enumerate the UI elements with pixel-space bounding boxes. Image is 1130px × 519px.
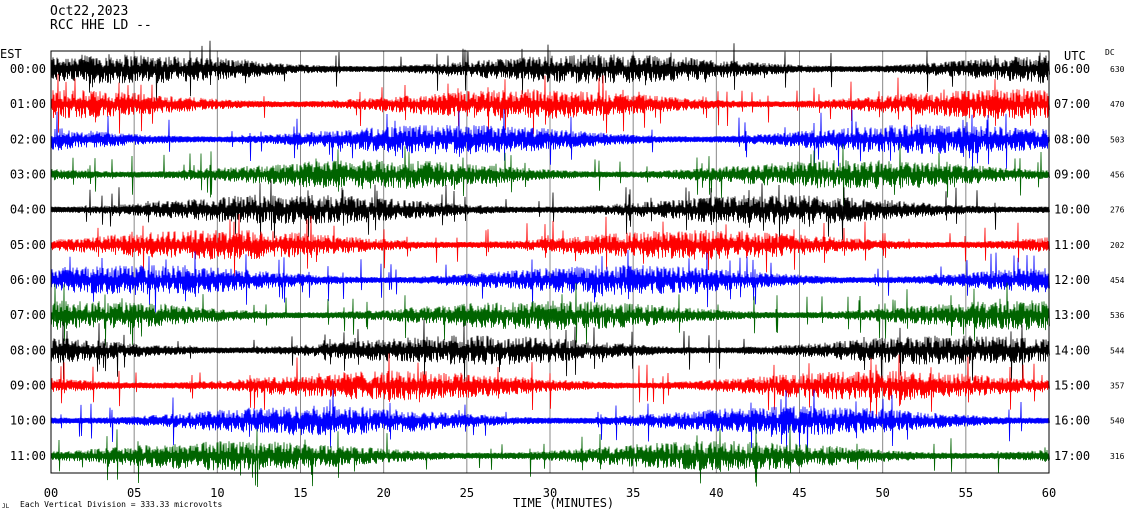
dc-value-label: 536 (1110, 311, 1125, 320)
trace-line (50, 108, 1050, 171)
est-hour-label: 09:00 (10, 379, 46, 393)
est-hour-label: 07:00 (10, 308, 46, 322)
date-label: Oct22,2023 (50, 4, 129, 19)
utc-hour-label: 09:00 (1054, 168, 1090, 182)
x-tick-label: 05 (127, 486, 141, 500)
trace-line (50, 425, 1050, 488)
scale-note: Each Vertical Division = 333.33 microvol… (20, 500, 223, 509)
est-hour-label: 02:00 (10, 132, 46, 146)
dc-value-label: 630 (1110, 65, 1125, 74)
est-hour-label: 00:00 (10, 62, 46, 76)
x-tick-label: 40 (709, 486, 723, 500)
est-hour-label: 08:00 (10, 343, 46, 357)
utc-hour-label: 06:00 (1054, 62, 1090, 76)
x-tick-label: 45 (792, 486, 806, 500)
x-tick-label: 50 (875, 486, 889, 500)
x-tick-label: 30 (543, 486, 557, 500)
est-hour-label: 06:00 (10, 273, 46, 287)
seismic-traces (50, 40, 1050, 488)
trace-line (50, 40, 1050, 101)
x-tick-label: 55 (959, 486, 973, 500)
utc-hour-label: 08:00 (1054, 132, 1090, 146)
dc-value-label: 454 (1110, 276, 1125, 285)
est-hour-label: 04:00 (10, 203, 46, 217)
est-hour-label: 05:00 (10, 238, 46, 252)
trace-line (50, 282, 1050, 346)
est-hour-label: 11:00 (10, 449, 46, 463)
dc-value-label: 276 (1110, 206, 1125, 215)
est-hour-label: 01:00 (10, 97, 46, 111)
vertical-grid-lines (133, 51, 967, 473)
utc-hour-label: 12:00 (1054, 273, 1090, 287)
utc-hour-label: 07:00 (1054, 97, 1090, 111)
utc-hour-label: 13:00 (1054, 308, 1090, 322)
dc-value-label: 357 (1110, 382, 1125, 391)
utc-hour-label: 16:00 (1054, 414, 1090, 428)
x-axis-title: TIME (MINUTES) (513, 496, 615, 510)
utc-hour-label: 10:00 (1054, 203, 1090, 217)
trace-line (50, 353, 1050, 419)
dc-value-label: 503 (1110, 135, 1125, 144)
dc-value-label: 202 (1110, 241, 1125, 250)
trace-line (50, 143, 1050, 206)
x-tick-label: 15 (293, 486, 307, 500)
est-hour-label: 10:00 (10, 414, 46, 428)
x-tick-label: 20 (376, 486, 390, 500)
utc-hour-label: 14:00 (1054, 343, 1090, 357)
station-label: RCC HHE LD -- (50, 18, 152, 33)
trace-line (50, 213, 1050, 277)
utc-hour-label: 11:00 (1054, 238, 1090, 252)
x-tick-label: 60 (1042, 486, 1056, 500)
dc-value-label: 540 (1110, 417, 1125, 426)
x-tick-label: 35 (626, 486, 640, 500)
right-timezone-label: UTC (1064, 49, 1086, 63)
trace-line (50, 249, 1050, 313)
axis-labels: 00 05 10 15 20 25 30 35 40 45 50 55 60 00:00 06:00 630 0… (10, 62, 1125, 500)
dc-value-label: 470 (1110, 100, 1125, 109)
dc-value-label: 316 (1110, 452, 1125, 461)
utc-hour-label: 15:00 (1054, 379, 1090, 393)
trace-line (50, 389, 1050, 454)
x-tick-label: 25 (460, 486, 474, 500)
trace-line (50, 318, 1050, 382)
dc-header-label: DC (1105, 48, 1115, 57)
plot-frame (50, 50, 1050, 474)
left-timezone-label: EST (0, 47, 22, 61)
x-tick-label: 10 (210, 486, 224, 500)
dc-value-label: 544 (1110, 346, 1125, 355)
est-hour-label: 03:00 (10, 168, 46, 182)
trace-line (50, 73, 1050, 134)
trace-line (50, 180, 1050, 241)
corner-mark: JL (2, 503, 10, 510)
x-tick-label: 00 (44, 486, 58, 500)
dc-value-label: 456 (1110, 171, 1125, 180)
utc-hour-label: 17:00 (1054, 449, 1090, 463)
